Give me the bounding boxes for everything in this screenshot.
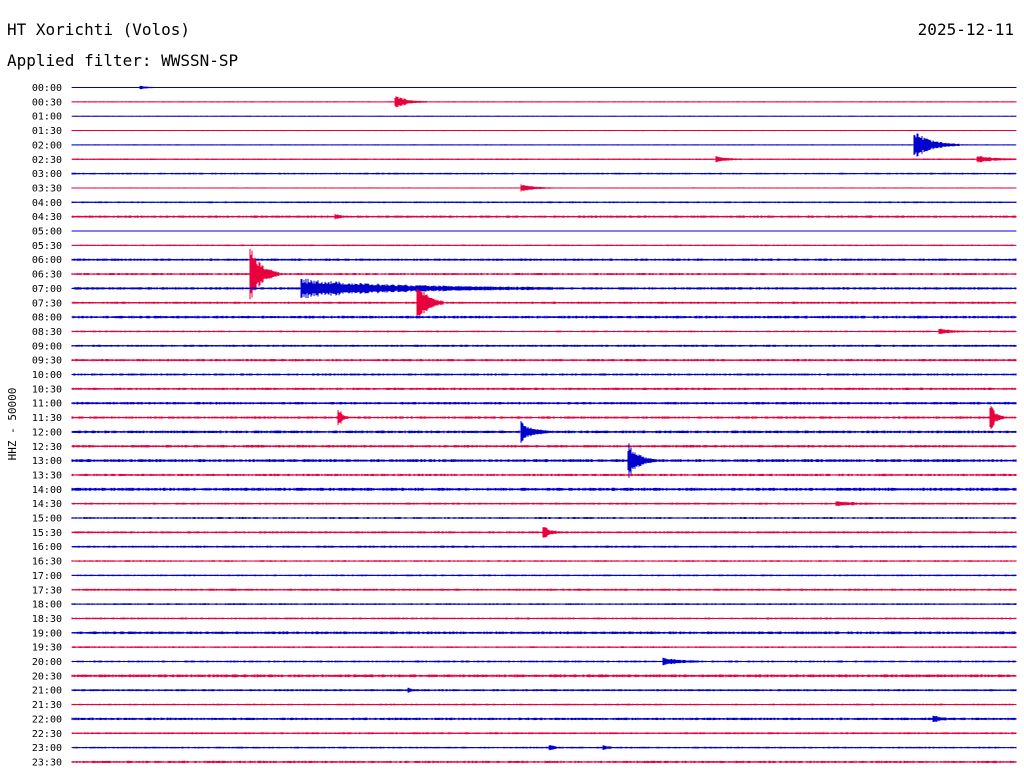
row-time-label: 20:30 (32, 671, 62, 682)
row-time-label: 00:00 (32, 83, 62, 94)
row-time-label: 15:00 (32, 514, 62, 525)
row-time-label: 17:30 (32, 585, 62, 596)
row-time-label: 07:30 (32, 298, 62, 309)
row-time-label: 08:00 (32, 313, 62, 324)
row-time-label: 23:30 (32, 757, 62, 768)
row-time-label: 09:00 (32, 341, 62, 352)
row-time-label: 18:00 (32, 600, 62, 611)
row-time-label: 00:30 (32, 97, 62, 108)
station-title: HT Xorichti (Volos) (7, 20, 191, 39)
row-time-label: 06:00 (32, 255, 62, 266)
row-time-label: 18:30 (32, 614, 62, 625)
row-time-label: 21:00 (32, 686, 62, 697)
row-time-label: 22:00 (32, 714, 62, 725)
row-time-label: 19:30 (32, 643, 62, 654)
date-label: 2025-12-11 (917, 20, 1014, 39)
row-time-label: 07:00 (32, 284, 62, 295)
y-axis-label: HHZ - 50000 (6, 388, 19, 461)
row-time-label: 09:30 (32, 356, 62, 367)
row-time-label: 17:00 (32, 571, 62, 582)
row-time-label: 01:30 (32, 126, 62, 137)
row-time-label: 03:00 (32, 169, 62, 180)
row-time-label: 06:30 (32, 270, 62, 281)
row-time-label: 02:30 (32, 155, 62, 166)
row-time-label: 23:00 (32, 743, 62, 754)
row-time-label: 14:30 (32, 499, 62, 510)
row-time-label: 03:30 (32, 183, 62, 194)
row-time-label: 20:00 (32, 657, 62, 668)
row-time-label: 02:00 (32, 140, 62, 151)
row-time-label: 10:00 (32, 370, 62, 381)
row-time-label: 11:00 (32, 399, 62, 410)
row-time-label: 12:00 (32, 427, 62, 438)
row-time-label: 10:30 (32, 384, 62, 395)
row-time-label: 08:30 (32, 327, 62, 338)
row-time-label: 12:30 (32, 442, 62, 453)
row-time-label: 19:00 (32, 628, 62, 639)
row-time-label: 22:30 (32, 729, 62, 740)
row-time-label: 01:00 (32, 112, 62, 123)
row-time-label: 04:30 (32, 212, 62, 223)
row-time-label: 13:30 (32, 470, 62, 481)
row-time-label: 04:00 (32, 198, 62, 209)
row-time-label: 05:30 (32, 241, 62, 252)
filter-label: Applied filter: WWSSN-SP (7, 51, 239, 70)
row-time-label: 11:30 (32, 413, 62, 424)
row-time-label: 14:00 (32, 485, 62, 496)
row-time-label: 13:00 (32, 456, 62, 467)
row-time-label: 05:00 (32, 227, 62, 238)
trace-group: 00:00 00:30 01:00 01:30 02:00 02:30 03:00 03:30… (32, 83, 1017, 768)
row-time-label: 16:30 (32, 557, 62, 568)
row-time-label: 21:30 (32, 700, 62, 711)
row-time-label: 16:00 (32, 542, 62, 553)
row-time-label: 15:30 (32, 528, 62, 539)
